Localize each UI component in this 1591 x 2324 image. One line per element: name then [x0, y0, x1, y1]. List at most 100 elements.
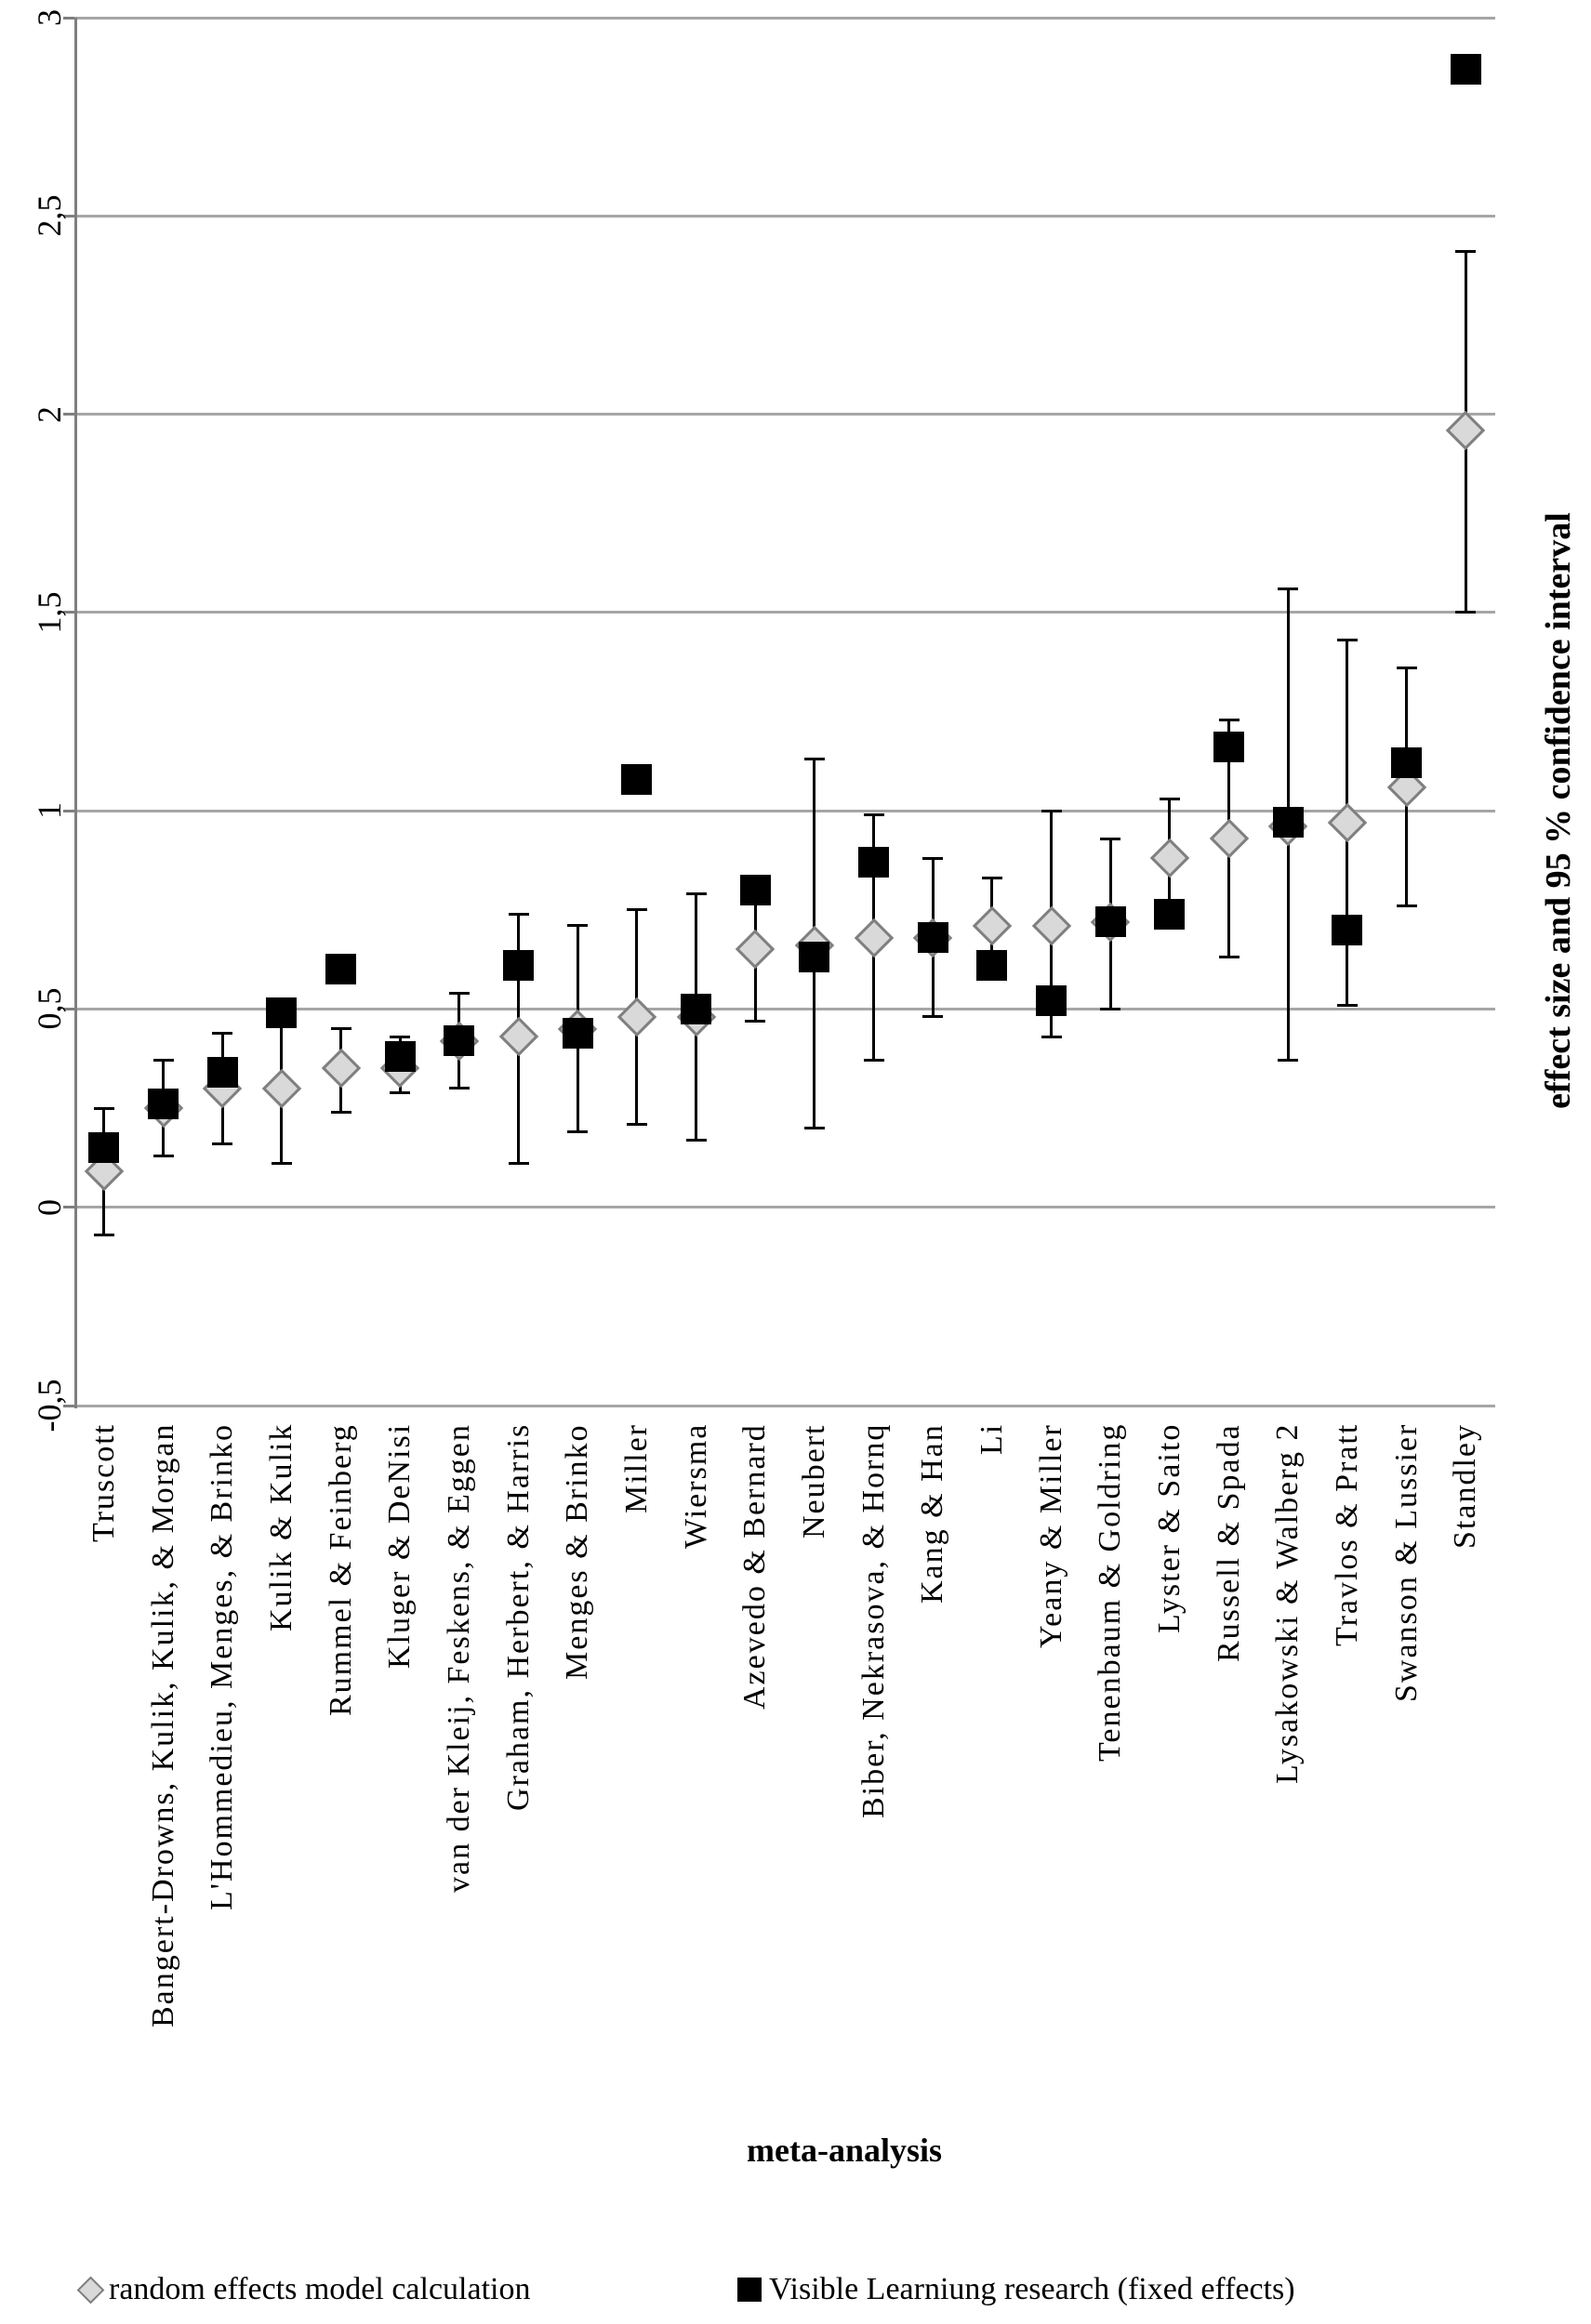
y-axis-tick-label: 2,5: [31, 194, 68, 237]
ci-cap-bottom: [390, 1090, 411, 1094]
y-axis-title: effect size and 95 % confidence interval: [1539, 512, 1578, 1109]
ci-cap-bottom: [271, 1162, 292, 1166]
fixed-effects-marker: [266, 997, 298, 1029]
ci-cap-bottom: [1396, 905, 1417, 908]
category-label: Wiersma: [678, 1422, 713, 1549]
random-effects-marker: [854, 918, 894, 957]
ci-cap-top: [330, 1027, 351, 1031]
y-axis-tick-label: 3: [31, 9, 68, 26]
fixed-effects-marker: [503, 950, 534, 981]
ci-cap-top: [1278, 587, 1299, 590]
y-axis-tick: [63, 1007, 74, 1010]
y-axis-tick-label: 0,5: [31, 987, 68, 1030]
random-effects-marker: [617, 997, 657, 1037]
legend-diamond-icon: [76, 2276, 105, 2304]
category-label: van der Kleij, Feskens, & Eggen: [441, 1423, 476, 1893]
ci-cap-top: [1336, 639, 1358, 642]
legend-square-icon: [737, 2278, 762, 2302]
x-axis-title: meta-analysis: [747, 2132, 942, 2169]
ci-cap-top: [1396, 667, 1417, 670]
ci-cap-bottom: [1100, 1007, 1121, 1010]
ci-cap-bottom: [212, 1142, 233, 1145]
legend-label-visible-learning: Visible Learniung research (fixed effect…: [769, 2272, 1295, 2306]
fixed-effects-marker: [444, 1025, 475, 1057]
fixed-effects-marker: [1036, 985, 1067, 1017]
legend-item-random-effects: random effects model calculation: [76, 2272, 531, 2307]
fixed-effects-marker: [858, 847, 889, 878]
y-axis-tick-label: -0,5: [31, 1379, 68, 1433]
category-label: Swanson & Lussier: [1388, 1422, 1424, 1702]
ci-cap-top: [922, 856, 944, 860]
ci-cap-bottom: [922, 1015, 944, 1019]
fixed-effects-marker: [206, 1057, 238, 1089]
legend-label-random-effects: random effects model calculation: [109, 2272, 531, 2306]
fixed-effects-marker: [1450, 53, 1481, 85]
ci-cap-top: [152, 1059, 174, 1063]
ci-cap-bottom: [863, 1059, 884, 1063]
fixed-effects-marker: [325, 954, 356, 985]
category-label: Li: [974, 1422, 1009, 1455]
y-axis-tick: [63, 413, 74, 416]
random-effects-marker: [1031, 905, 1071, 946]
random-effects-marker: [735, 930, 776, 970]
category-label: Kang & Han: [915, 1423, 950, 1604]
ci-cap-top: [863, 812, 884, 816]
fixed-effects-marker: [681, 993, 711, 1024]
category-label: Rummel & Feinberg: [323, 1423, 358, 1716]
ci-cap-bottom: [626, 1122, 647, 1126]
fixed-effects-marker: [384, 1041, 416, 1073]
fixed-effects-marker: [1154, 898, 1186, 930]
fixed-effects-marker: [148, 1089, 179, 1120]
category-label: Menges & Brinko: [560, 1423, 595, 1680]
ci-cap-bottom: [508, 1162, 529, 1166]
y-axis-tick-label: 1: [31, 802, 68, 820]
random-effects-marker: [972, 905, 1013, 946]
ci-cap-top: [508, 912, 529, 916]
ci-cap-bottom: [1041, 1035, 1062, 1038]
ci-cap-bottom: [567, 1130, 589, 1134]
ci-cap-bottom: [1455, 611, 1477, 614]
category-label: Graham, Herbert, & Harris: [500, 1422, 536, 1811]
fixed-effects-marker: [739, 874, 771, 905]
gridline: [74, 1206, 1495, 1209]
gridline: [74, 413, 1495, 416]
gridline: [74, 611, 1495, 614]
ci-cap-bottom: [745, 1019, 766, 1023]
y-axis-tick: [63, 214, 74, 218]
category-label: Biber, Nekrasova, & Hornq: [855, 1422, 891, 1818]
random-effects-marker: [1445, 410, 1486, 450]
gridline: [74, 214, 1495, 218]
ci-cap-top: [1100, 837, 1121, 840]
category-label: Yeany & Miller: [1033, 1423, 1068, 1648]
fixed-effects-marker: [1213, 732, 1244, 763]
ci-cap-top: [1218, 718, 1240, 721]
random-effects-marker: [261, 1068, 302, 1108]
ci-cap-top: [390, 1035, 411, 1038]
random-effects-marker: [1209, 818, 1249, 859]
gridline: [74, 16, 1495, 20]
y-axis-tick-label: 1,5: [31, 591, 68, 634]
y-axis-line: [74, 18, 77, 1408]
ci-cap-bottom: [93, 1234, 114, 1237]
ci-cap-top: [1455, 250, 1477, 254]
ci-cap-bottom: [803, 1126, 825, 1129]
category-label: Neubert: [796, 1423, 831, 1538]
ci-cap-bottom: [152, 1154, 174, 1157]
category-label: Bangert-Drowns, Kulik, Kulik, & Morgan: [145, 1422, 180, 2027]
category-label: L'Hommedieu, Menges, & Brinko: [205, 1422, 240, 1910]
y-axis-tick-label: 2: [31, 405, 68, 423]
category-label: Lysakowski & Walberg 2: [1270, 1422, 1306, 1784]
random-effects-marker: [498, 1017, 538, 1057]
fixed-effects-marker: [1272, 807, 1304, 838]
category-label: Truscott: [86, 1422, 121, 1542]
ci-cap-top: [1041, 809, 1062, 812]
fixed-effects-marker: [1094, 906, 1126, 938]
category-label: Miller: [618, 1423, 654, 1513]
random-effects-marker: [1149, 838, 1190, 878]
ci-cap-bottom: [1218, 956, 1240, 959]
y-axis-tick: [63, 16, 74, 20]
fixed-effects-marker: [976, 950, 1008, 981]
fixed-effects-marker: [562, 1017, 593, 1049]
fixed-effects-marker: [917, 922, 948, 954]
